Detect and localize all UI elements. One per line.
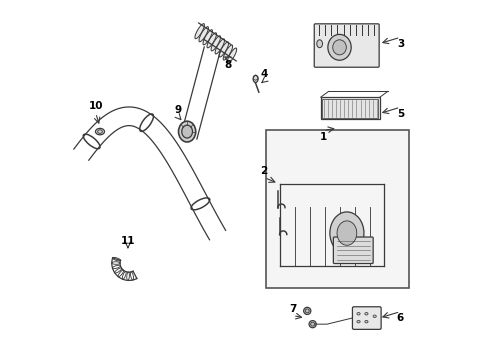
Text: 1: 1 <box>319 132 326 142</box>
Text: 11: 11 <box>121 236 135 246</box>
Ellipse shape <box>195 24 204 39</box>
Ellipse shape <box>310 322 314 326</box>
Text: 3: 3 <box>396 39 403 49</box>
Text: 2: 2 <box>260 166 267 176</box>
Ellipse shape <box>364 312 367 315</box>
Ellipse shape <box>227 48 236 63</box>
Ellipse shape <box>199 27 208 42</box>
Bar <box>320 97 379 120</box>
Bar <box>265 130 408 288</box>
Ellipse shape <box>336 221 356 245</box>
Text: 5: 5 <box>396 109 403 119</box>
Ellipse shape <box>305 309 308 313</box>
Ellipse shape <box>223 45 232 60</box>
Ellipse shape <box>356 320 360 323</box>
Ellipse shape <box>215 39 224 54</box>
FancyBboxPatch shape <box>333 237 372 264</box>
Ellipse shape <box>253 75 258 82</box>
Ellipse shape <box>98 130 102 134</box>
Text: 8: 8 <box>224 60 231 70</box>
Text: 6: 6 <box>396 313 403 323</box>
Ellipse shape <box>372 315 376 318</box>
Text: 7: 7 <box>288 304 296 314</box>
Ellipse shape <box>219 42 228 57</box>
Ellipse shape <box>308 320 316 328</box>
Bar <box>322 99 377 118</box>
Ellipse shape <box>329 212 363 254</box>
Ellipse shape <box>327 35 350 60</box>
Text: 9: 9 <box>174 105 182 115</box>
Text: 10: 10 <box>88 102 102 112</box>
FancyBboxPatch shape <box>352 307 380 329</box>
Ellipse shape <box>332 40 346 55</box>
Ellipse shape <box>203 30 212 45</box>
Ellipse shape <box>211 36 220 51</box>
FancyBboxPatch shape <box>314 24 378 67</box>
Ellipse shape <box>356 312 360 315</box>
Ellipse shape <box>303 307 310 315</box>
Ellipse shape <box>206 33 216 48</box>
Text: 4: 4 <box>260 69 267 79</box>
Ellipse shape <box>178 121 195 142</box>
Ellipse shape <box>95 129 104 135</box>
Ellipse shape <box>182 125 192 138</box>
Ellipse shape <box>364 320 367 323</box>
Ellipse shape <box>316 40 322 48</box>
